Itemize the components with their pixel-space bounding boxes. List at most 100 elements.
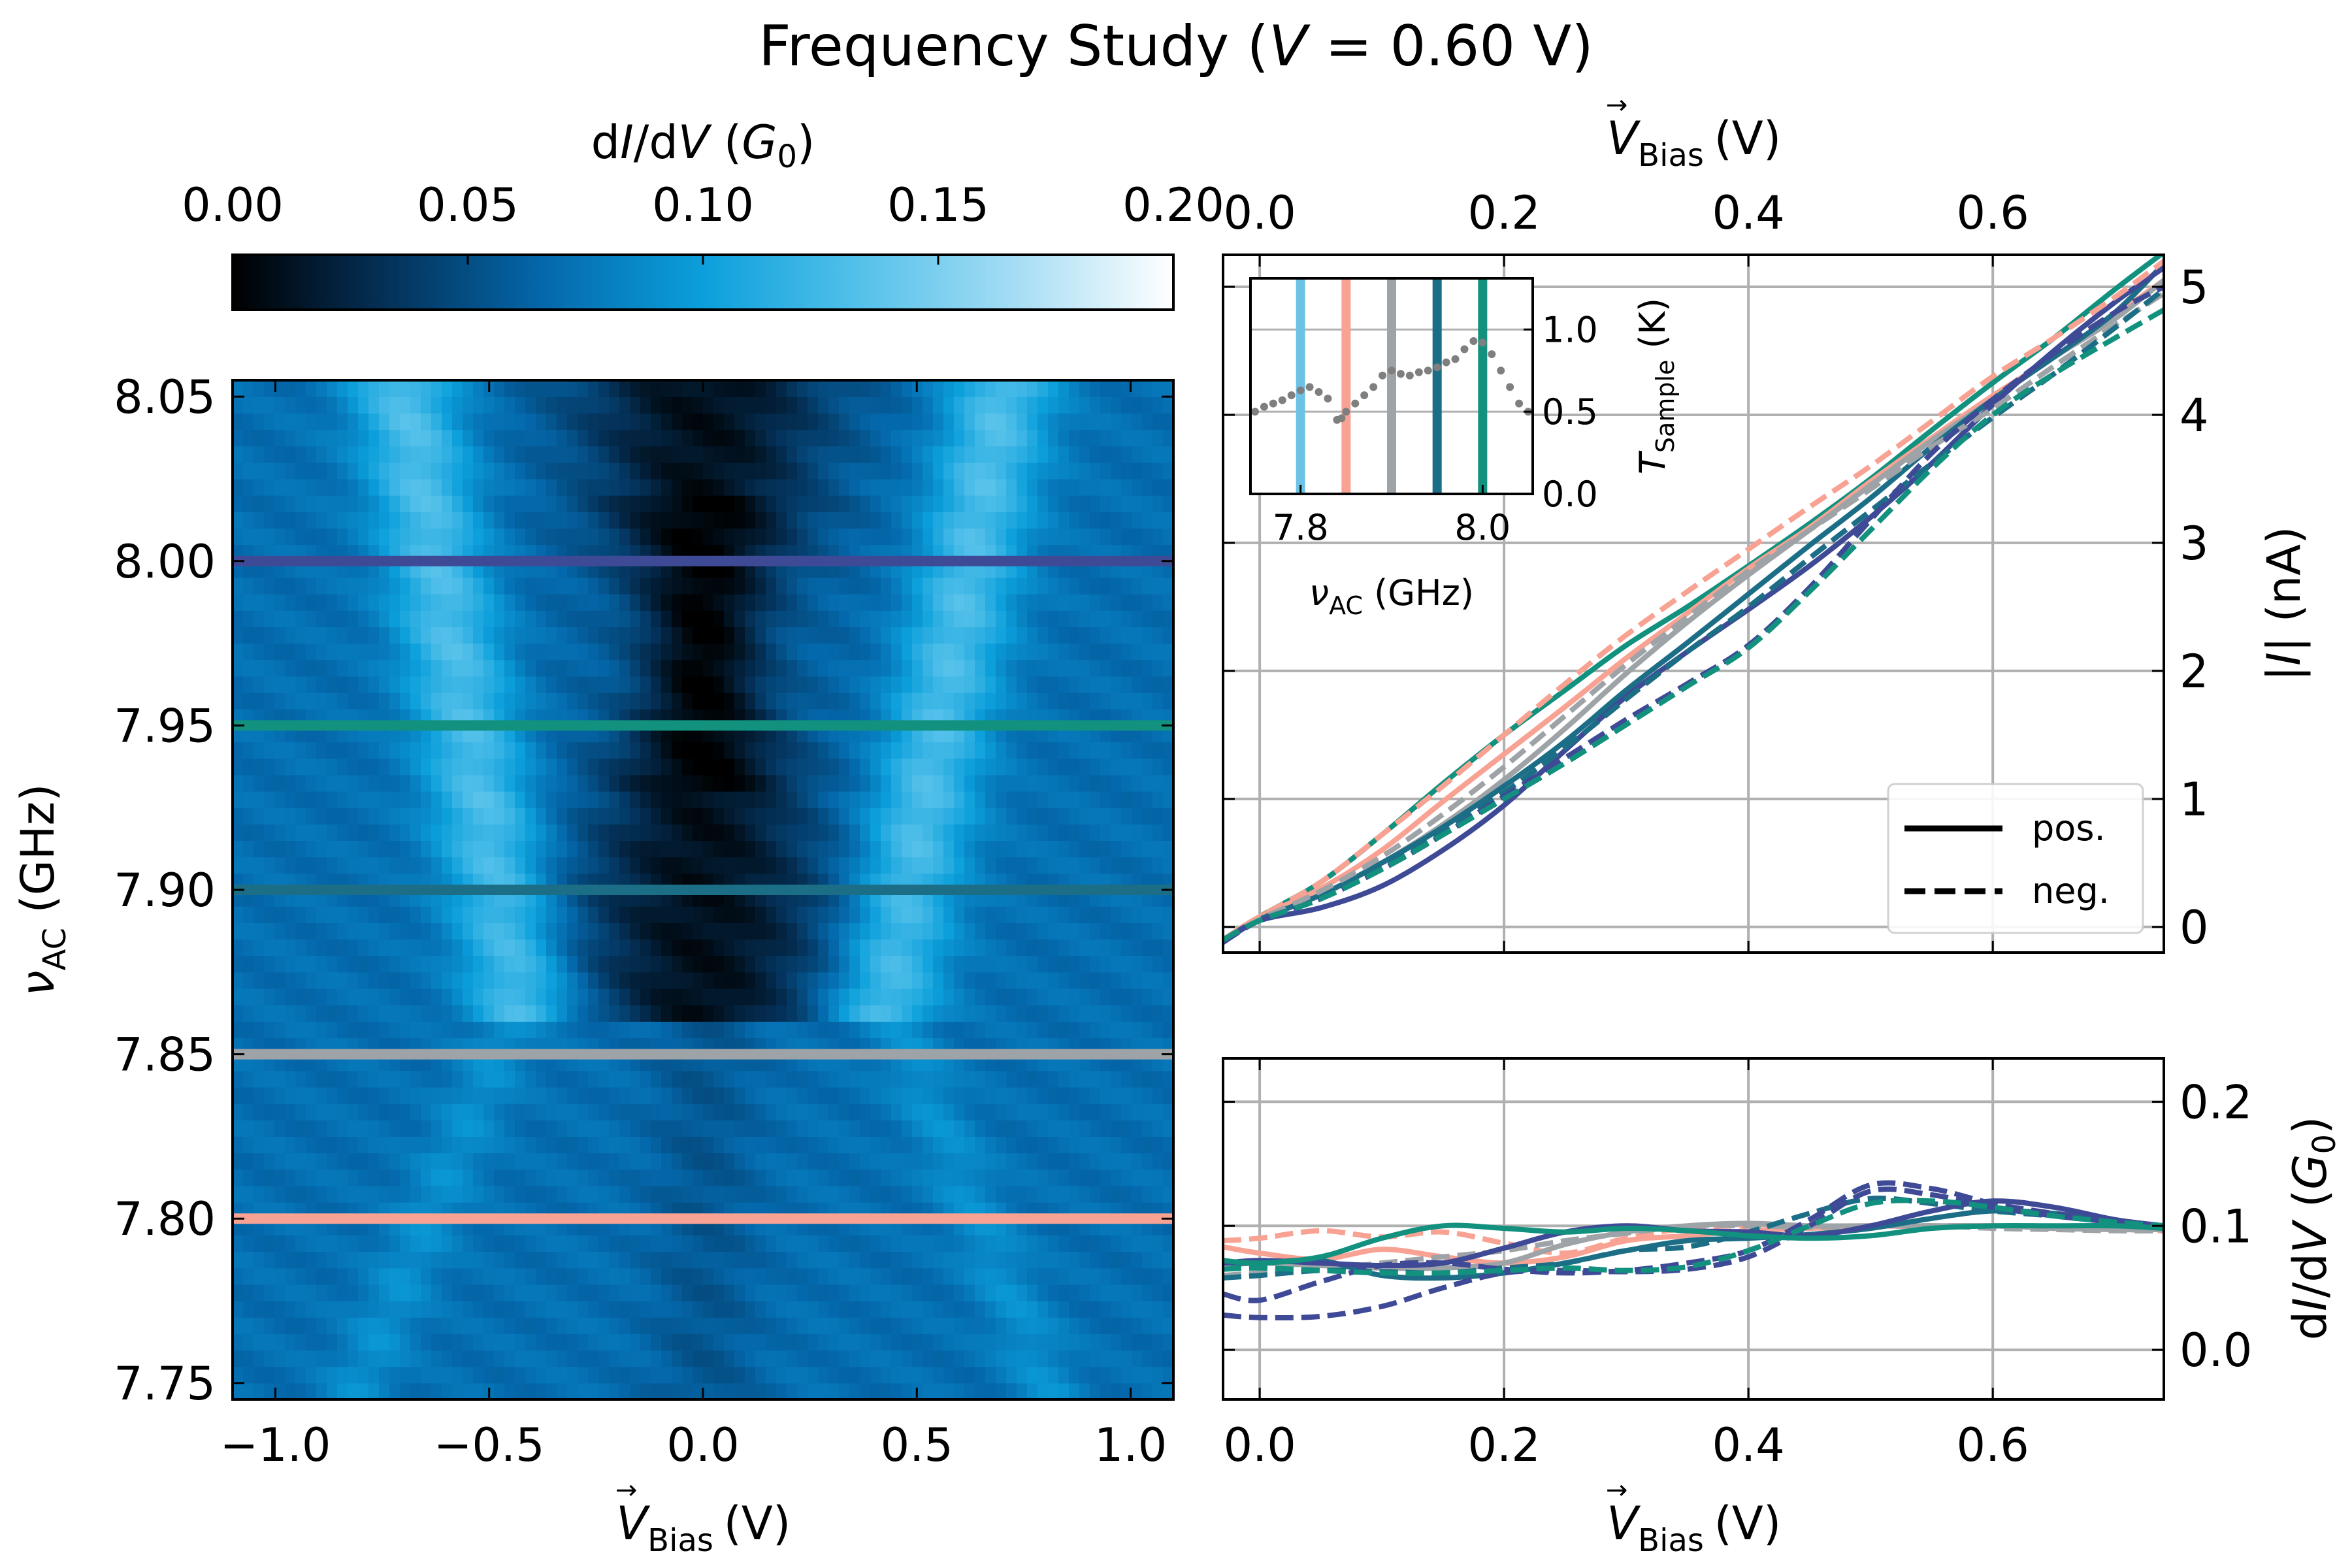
- heatmap-cell: [233, 1086, 244, 1104]
- heatmap-cell: [881, 988, 892, 1005]
- heatmap-cell: [734, 906, 745, 923]
- heatmap-cell: [1006, 906, 1017, 923]
- heatmap-cell: [870, 1185, 881, 1203]
- heatmap-cell: [410, 1251, 421, 1269]
- heatmap-cell: [766, 840, 777, 858]
- heatmap-cell: [943, 528, 955, 546]
- heatmap-cell: [703, 923, 714, 940]
- heatmap-cell: [1017, 1382, 1028, 1399]
- heatmap-cell: [410, 824, 421, 841]
- heatmap-cell: [745, 1152, 756, 1170]
- heatmap-cell: [672, 1366, 683, 1384]
- heatmap-cell: [233, 923, 244, 940]
- heatmap-cell: [1017, 758, 1028, 776]
- heatmap-cell: [787, 791, 798, 808]
- heatmap-cell: [713, 1267, 725, 1285]
- heatmap-cell: [797, 1005, 808, 1022]
- heatmap-cell: [724, 1169, 735, 1186]
- heatmap-cell: [651, 676, 662, 693]
- heatmap-cell: [1017, 610, 1028, 628]
- heatmap-cell: [494, 758, 505, 776]
- heatmap-cell: [1121, 774, 1132, 792]
- heatmap-cell: [400, 758, 411, 776]
- heatmap-cell: [943, 495, 955, 512]
- heatmap-cell: [954, 774, 965, 792]
- heatmap-cell: [1058, 610, 1070, 628]
- heatmap-cell: [348, 478, 359, 496]
- heatmap-cell: [1111, 1284, 1122, 1301]
- heatmap-cell: [933, 955, 944, 973]
- heatmap-cell: [264, 610, 275, 628]
- heatmap-cell: [923, 1317, 934, 1334]
- heatmap-cell: [881, 610, 892, 628]
- heatmap-cell: [389, 693, 400, 710]
- heatmap-cell: [808, 1152, 819, 1170]
- heatmap-cell: [483, 676, 495, 693]
- heatmap-cell: [1090, 610, 1101, 628]
- heatmap-cell: [525, 1005, 536, 1022]
- heatmap-cell: [923, 693, 934, 710]
- heatmap-cell: [1048, 1005, 1059, 1022]
- heatmap-cell: [891, 1120, 902, 1137]
- heatmap-cell: [745, 758, 756, 776]
- heatmap-cell: [379, 1152, 390, 1170]
- heatmap-cell: [734, 577, 745, 595]
- heatmap-cell: [536, 610, 547, 628]
- heatmap-cell: [348, 1301, 359, 1318]
- heatmap-cell: [661, 1005, 672, 1022]
- heatmap-cell: [619, 1086, 630, 1104]
- heatmap-cell: [797, 1317, 808, 1334]
- heatmap-cell: [766, 857, 777, 874]
- heatmap-cell: [557, 676, 568, 693]
- heatmap-cell: [839, 1235, 850, 1252]
- heatmap-cell: [431, 1005, 442, 1022]
- heatmap-cell: [588, 577, 599, 595]
- heatmap-cell: [828, 758, 840, 776]
- heatmap-cell: [1163, 1136, 1173, 1154]
- heatmap-cell: [808, 824, 819, 841]
- heatmap-cell: [839, 495, 850, 512]
- heatmap-cell: [902, 939, 913, 956]
- heatmap-cell: [755, 1251, 766, 1269]
- heatmap-cell: [734, 1103, 745, 1120]
- heatmap-cell: [525, 1317, 536, 1334]
- heatmap-cell: [975, 742, 986, 759]
- heatmap-cell: [546, 1103, 557, 1120]
- heatmap-cell: [912, 1120, 923, 1137]
- heatmap-cell: [546, 824, 557, 841]
- heatmap-cell: [891, 1005, 902, 1022]
- figure-title: Frequency Study (V = 0.60 V): [759, 14, 1593, 79]
- heatmap-cell: [337, 840, 348, 858]
- heatmap-cell: [431, 939, 442, 956]
- heatmap-cell: [1006, 824, 1017, 841]
- heatmap-cell: [253, 478, 265, 496]
- heatmap-cell: [1037, 824, 1049, 841]
- heatmap-cell: [975, 1251, 986, 1269]
- heatmap-cell: [536, 1120, 547, 1137]
- heatmap-cell: [912, 577, 923, 595]
- heatmap-cell: [295, 791, 306, 808]
- heatmap-cell: [839, 1005, 850, 1022]
- heatmap-cell: [588, 1136, 599, 1154]
- heatmap-cell: [996, 594, 1007, 611]
- heatmap-cell: [306, 1350, 317, 1367]
- heatmap-cell: [975, 808, 986, 825]
- heatmap-cell: [891, 988, 902, 1005]
- heatmap-cell: [494, 906, 505, 923]
- heatmap-cell: [1048, 808, 1059, 825]
- heatmap-cell: [849, 857, 860, 874]
- heatmap-cell: [870, 1070, 881, 1088]
- heatmap-cell: [442, 1317, 453, 1334]
- heatmap-cell: [672, 1267, 683, 1285]
- heatmap-cell: [818, 742, 829, 759]
- heatmap-cell: [713, 988, 725, 1005]
- heatmap-cell: [274, 1251, 286, 1269]
- heatmap-cell: [755, 1382, 766, 1399]
- heatmap-cell: [400, 1235, 411, 1252]
- heatmap-cell: [609, 1251, 620, 1269]
- heatmap-cell: [515, 478, 526, 496]
- heatmap-cell: [912, 1317, 923, 1334]
- heatmap-cell: [1006, 627, 1017, 644]
- heatmap-cell: [808, 1333, 819, 1351]
- heatmap-cell: [1121, 528, 1132, 546]
